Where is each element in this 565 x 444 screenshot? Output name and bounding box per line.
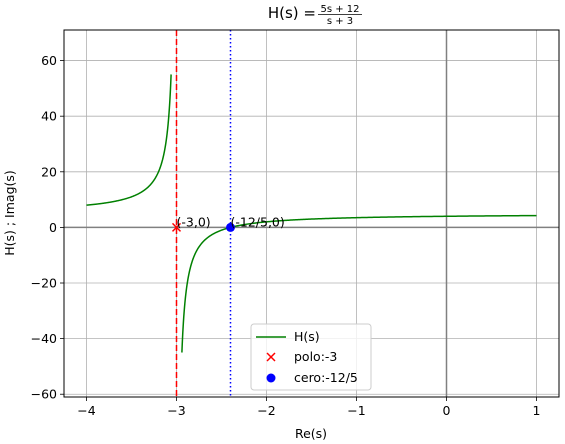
markers [171, 222, 235, 232]
ticks: −4 −3 −2 −1 0 1 −60 −40 −20 0 20 40 60 [31, 53, 541, 418]
x-tick-label: −2 [257, 403, 275, 418]
legend-dot-swatch [266, 373, 276, 383]
y-tick-label: −20 [31, 276, 57, 291]
legend-x-swatch [266, 352, 276, 362]
pole-marker [171, 222, 182, 232]
x-tick-label: −1 [347, 403, 365, 418]
legend: H(s) polo:-3 cero:-12/5 [250, 323, 372, 391]
y-tick-label: 60 [41, 53, 57, 68]
y-tick-label: 40 [41, 109, 57, 124]
y-tick-label: −60 [31, 387, 57, 402]
legend-entry-zero: cero:-12/5 [294, 370, 358, 385]
legend-entry-curve: H(s) [294, 329, 320, 344]
curve-branch-1 [86, 74, 172, 206]
x-tick-label: −3 [167, 403, 185, 418]
pole-marker-stroke [171, 222, 182, 232]
y-axis-label: H(s) ; Imag(s) [2, 170, 17, 256]
legend-frame [250, 323, 372, 391]
plot-frame [63, 29, 560, 398]
x-axis-label: Re(s) [295, 426, 327, 441]
y-tick-label: 20 [41, 164, 57, 179]
chart-title-prefix: H(s) = [268, 4, 316, 22]
x-tick-label: 1 [533, 403, 541, 418]
y-tick-label: −40 [31, 331, 57, 346]
zero-annotation: (-12/5,0) [231, 214, 285, 229]
y-tick-label: 0 [49, 220, 57, 235]
x-tick-label: −4 [77, 403, 95, 418]
x-tick-label: 0 [443, 403, 451, 418]
chart-title-denominator: s + 3 [327, 16, 353, 27]
reference-axes [64, 30, 559, 397]
pole-annotation: (-3,0) [177, 214, 211, 229]
chart-title-numerator: 5s + 12 [320, 4, 359, 15]
legend-entry-pole: polo:-3 [294, 349, 337, 364]
chart-title: H(s) = 5s + 12 s + 3 [268, 4, 362, 27]
zero-marker [226, 222, 235, 232]
